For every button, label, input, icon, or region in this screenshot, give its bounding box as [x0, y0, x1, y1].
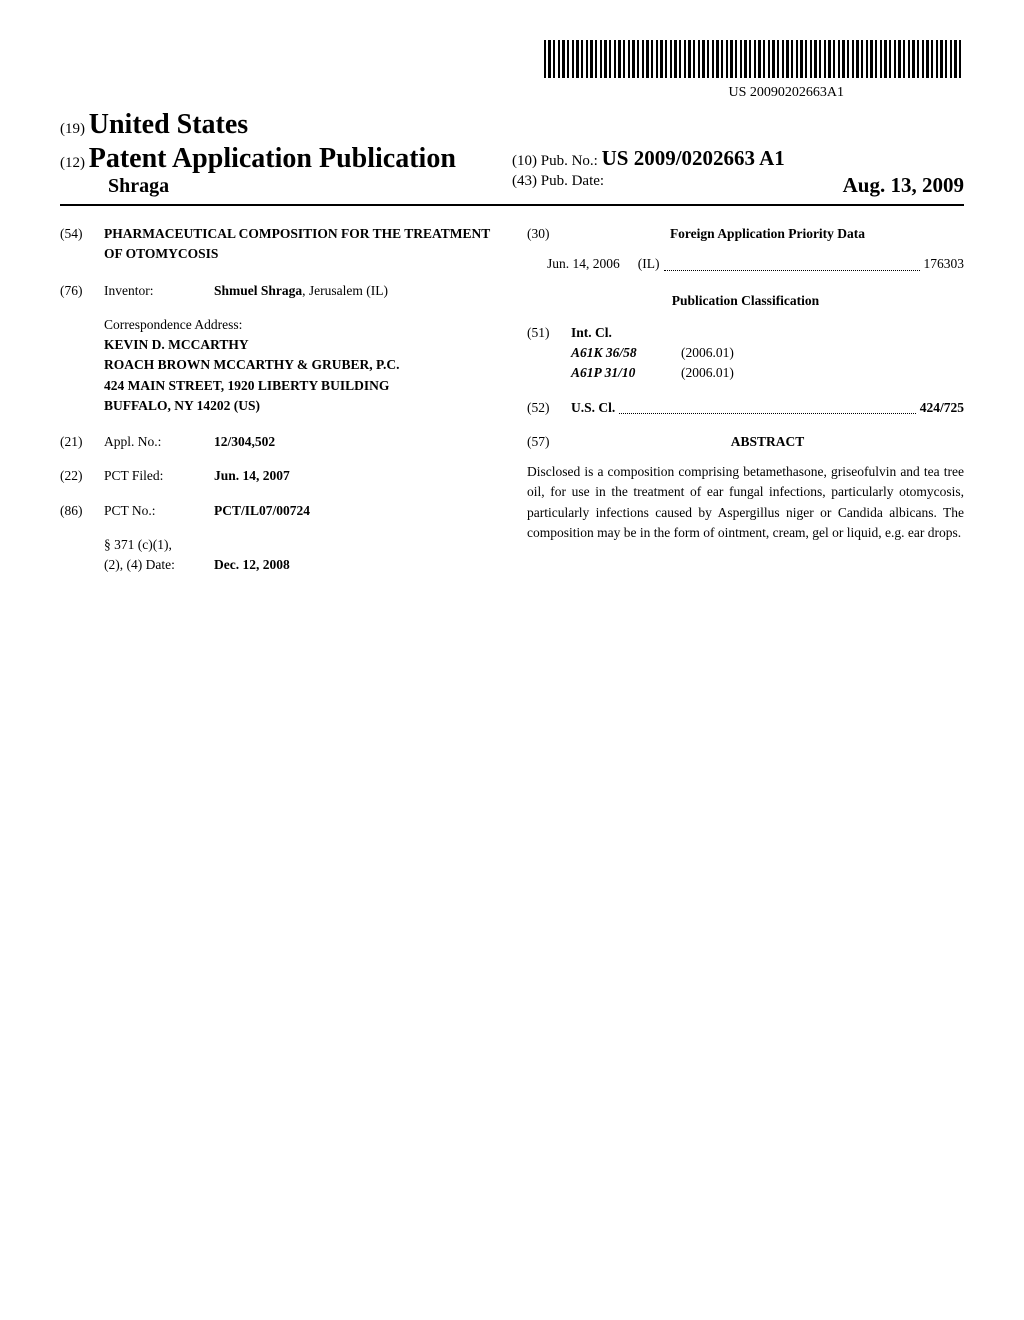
- inventor-value: Shmuel Shraga, Jerusalem (IL): [214, 281, 497, 301]
- s371-label2: (2), (4) Date:: [104, 555, 214, 575]
- pub-code: (12): [60, 155, 85, 171]
- pctno-label: PCT No.:: [104, 501, 214, 521]
- inventor-surname: Shraga: [60, 175, 512, 198]
- abstract-code: (57): [527, 432, 571, 452]
- abstract-label: ABSTRACT: [571, 432, 964, 452]
- foreign-country: (IL): [638, 254, 660, 274]
- inventor-label: Inventor:: [104, 281, 214, 301]
- pctno-code: (86): [60, 501, 104, 521]
- pctfiled-code: (22): [60, 466, 104, 486]
- correspondence-label: Correspondence Address:: [104, 315, 497, 335]
- correspondence-line1: KEVIN D. MCCARTHY: [104, 335, 497, 355]
- foreign-priority-row: Jun. 14, 2006 (IL) 176303: [547, 254, 964, 274]
- pub-no-line: (10) Pub. No.: US 2009/0202663 A1: [512, 146, 964, 171]
- header-row: (19) United States (12) Patent Applicati…: [60, 109, 964, 206]
- pubno-value: US 2009/0202663 A1: [602, 146, 785, 170]
- ipc2-code: A61P 31/10: [571, 363, 681, 383]
- uscl-value: 424/725: [920, 398, 964, 418]
- header-left: (19) United States (12) Patent Applicati…: [60, 109, 512, 198]
- intcl-content: Int. Cl. A61K 36/58 (2006.01) A61P 31/10…: [571, 323, 964, 384]
- pub-type: Patent Application Publication: [89, 143, 456, 174]
- right-column: (30) Foreign Application Priority Data J…: [527, 224, 964, 589]
- s371-spacer: [60, 535, 104, 576]
- s371-label1: § 371 (c)(1),: [104, 535, 214, 555]
- pubno-code: (10): [512, 153, 537, 169]
- correspondence-line4: BUFFALO, NY 14202 (US): [104, 396, 497, 416]
- barcode-section: US 20090202663A1: [60, 40, 964, 101]
- classification-header: Publication Classification: [527, 291, 964, 311]
- uscl-row: (52) U.S. Cl. 424/725: [527, 398, 964, 418]
- inventor-code: (76): [60, 281, 104, 301]
- applno-row: (21) Appl. No.: 12/304,502: [60, 432, 497, 452]
- s371-label: § 371 (c)(1), (2), (4) Date:: [104, 535, 214, 576]
- foreign-code: (30): [527, 224, 571, 244]
- barcode-graphic: [544, 40, 964, 78]
- pctfiled-row: (22) PCT Filed: Jun. 14, 2007: [60, 466, 497, 486]
- inventor-location: , Jerusalem (IL): [302, 283, 388, 298]
- s371-row: § 371 (c)(1), (2), (4) Date: Dec. 12, 20…: [60, 535, 497, 576]
- left-column: (54) PHARMACEUTICAL COMPOSITION FOR THE …: [60, 224, 497, 589]
- invention-title: PHARMACEUTICAL COMPOSITION FOR THE TREAT…: [104, 224, 497, 265]
- title-block: (54) PHARMACEUTICAL COMPOSITION FOR THE …: [60, 224, 497, 265]
- ipc-item-1: A61K 36/58 (2006.01): [571, 343, 964, 363]
- applno-value: 12/304,502: [214, 432, 497, 452]
- abstract-text: Disclosed is a composition comprising be…: [527, 462, 964, 543]
- applno-label: Appl. No.:: [104, 432, 214, 452]
- abstract-header-row: (57) ABSTRACT: [527, 432, 964, 452]
- pub-type-line: (12) Patent Application Publication: [60, 143, 512, 175]
- foreign-number: 176303: [924, 254, 965, 274]
- foreign-header: Foreign Application Priority Data: [571, 224, 964, 244]
- uscl-code: (52): [527, 398, 571, 418]
- pubdate-code: (43): [512, 173, 537, 189]
- ipc2-date: (2006.01): [681, 363, 734, 383]
- applno-code: (21): [60, 432, 104, 452]
- pubdate-label: Pub. Date:: [541, 173, 604, 189]
- inventor-row: (76) Inventor: Shmuel Shraga, Jerusalem …: [60, 281, 497, 301]
- intcl-label: Int. Cl.: [571, 323, 964, 343]
- country-name: United States: [89, 109, 248, 140]
- correspondence-block: Correspondence Address: KEVIN D. MCCARTH…: [104, 315, 497, 416]
- pubdate-value: Aug. 13, 2009: [843, 173, 964, 198]
- foreign-dots: [664, 254, 920, 270]
- pctno-row: (86) PCT No.: PCT/IL07/00724: [60, 501, 497, 521]
- barcode-number: US 20090202663A1: [60, 85, 964, 101]
- pctno-value: PCT/IL07/00724: [214, 501, 497, 521]
- s371-value: Dec. 12, 2008: [214, 555, 497, 575]
- body-columns: (54) PHARMACEUTICAL COMPOSITION FOR THE …: [60, 224, 964, 589]
- foreign-date: Jun. 14, 2006: [547, 254, 620, 274]
- pub-date-line: (43) Pub. Date: Aug. 13, 2009: [512, 173, 964, 190]
- title-code: (54): [60, 224, 104, 265]
- country-line: (19) United States: [60, 109, 512, 141]
- country-code: (19): [60, 121, 85, 137]
- foreign-header-row: (30) Foreign Application Priority Data: [527, 224, 964, 244]
- intcl-block: (51) Int. Cl. A61K 36/58 (2006.01) A61P …: [527, 323, 964, 384]
- ipc1-date: (2006.01): [681, 343, 734, 363]
- ipc-item-2: A61P 31/10 (2006.01): [571, 363, 964, 383]
- inventor-name: Shmuel Shraga: [214, 283, 302, 298]
- header-right: (10) Pub. No.: US 2009/0202663 A1 (43) P…: [512, 146, 964, 198]
- pctfiled-value: Jun. 14, 2007: [214, 466, 497, 486]
- correspondence-line2: ROACH BROWN MCCARTHY & GRUBER, P.C.: [104, 355, 497, 375]
- uscl-dots: [619, 398, 915, 414]
- pubno-label: Pub. No.:: [541, 153, 598, 169]
- correspondence-line3: 424 MAIN STREET, 1920 LIBERTY BUILDING: [104, 376, 497, 396]
- pctfiled-label: PCT Filed:: [104, 466, 214, 486]
- intcl-code: (51): [527, 323, 571, 384]
- ipc1-code: A61K 36/58: [571, 343, 681, 363]
- uscl-label: U.S. Cl.: [571, 398, 615, 418]
